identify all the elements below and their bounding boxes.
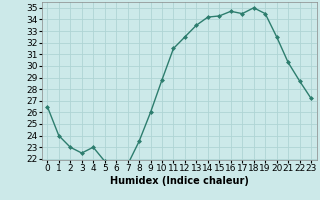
X-axis label: Humidex (Indice chaleur): Humidex (Indice chaleur)	[110, 176, 249, 186]
